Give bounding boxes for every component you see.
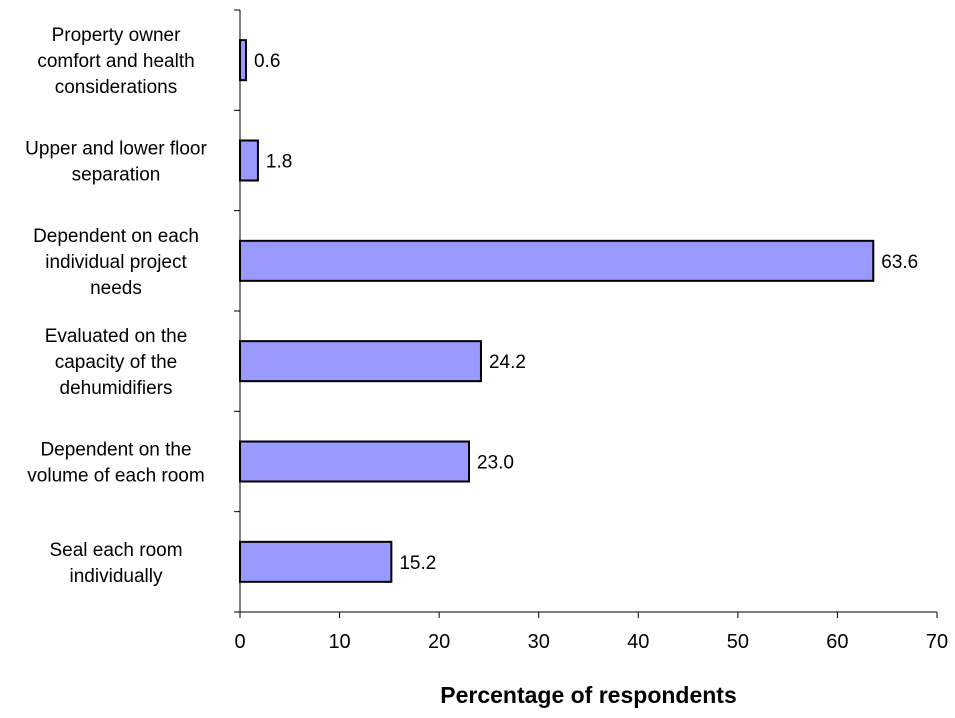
category-label-line: Seal each room: [49, 540, 182, 561]
category-label-line: volume of each room: [27, 466, 204, 487]
category-label-line: comfort and health: [37, 51, 194, 72]
category-label-line: Dependent on the: [40, 440, 191, 461]
bar-value-label: 63.6: [881, 252, 918, 273]
bar-value-label: 1.8: [266, 152, 292, 173]
x-tick-label: 40: [627, 631, 649, 653]
bar-value-label: 0.6: [254, 51, 280, 72]
bar: [239, 540, 393, 583]
category-label-line: Property owner: [52, 25, 182, 46]
category-label: Property owner comfort and health consider…: [37, 25, 194, 98]
x-tick-label: 0: [234, 631, 245, 653]
category-label: Dependent on the volume of each room: [27, 440, 204, 487]
bar: [239, 340, 482, 383]
category-label: Upper and lower floor separation: [25, 139, 207, 186]
category-label: Seal each room individually: [49, 540, 182, 587]
category-label-line: Upper and lower floor: [25, 139, 207, 160]
category-label-line: individual project: [45, 252, 187, 273]
category-label-line: individually: [70, 566, 163, 587]
chart-axes: [234, 9, 937, 613]
category-label-line: considerations: [55, 77, 178, 98]
category-label-line: needs: [90, 278, 142, 299]
bar: [239, 239, 875, 282]
category-label-line: separation: [72, 165, 161, 186]
bar-value-label: 23.0: [477, 453, 514, 474]
chart-x-ticks: 0 10 20 30 40 50 60 70: [234, 612, 948, 653]
category-label-line: Evaluated on the: [45, 326, 188, 347]
bar: [239, 139, 259, 182]
category-label-line: dehumidifiers: [60, 378, 173, 399]
x-tick-label: 60: [826, 631, 848, 653]
bar-value-label: 15.2: [399, 553, 436, 574]
chart-bars: [239, 39, 875, 583]
category-label: Dependent on each individual project needs: [33, 226, 199, 299]
bar-value-label: 24.2: [489, 352, 526, 373]
x-tick-label: 50: [727, 631, 749, 653]
x-axis-title: Percentage of respondents: [440, 682, 737, 708]
category-label-line: Dependent on each: [33, 226, 199, 247]
chart-value-labels: 0.6 1.8 63.6 24.2 23.0 15.2: [254, 51, 918, 574]
bar: [239, 440, 471, 483]
x-tick-label: 10: [328, 631, 350, 653]
category-label-line: capacity of the: [55, 352, 178, 373]
chart-category-labels: Property owner comfort and health consider…: [25, 25, 207, 587]
x-tick-label: 20: [428, 631, 450, 653]
x-tick-label: 30: [528, 631, 550, 653]
bar: [239, 39, 247, 82]
category-label: Evaluated on the capacity of the dehumidif…: [45, 326, 188, 399]
x-tick-label: 70: [926, 631, 948, 653]
